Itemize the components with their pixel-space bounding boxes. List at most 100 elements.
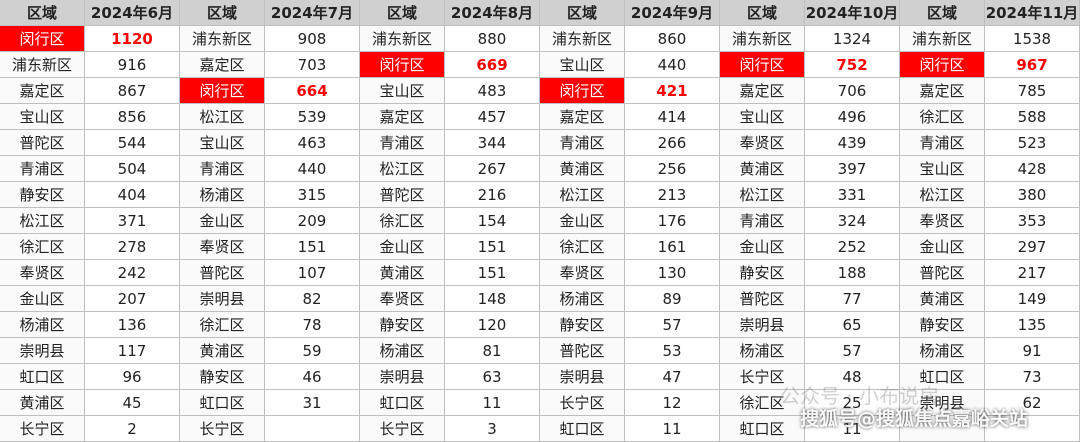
- value-cell: 47: [625, 364, 720, 390]
- value-cell: 65: [805, 312, 900, 338]
- region-cell: 青浦区: [540, 130, 625, 156]
- value-cell: 213: [625, 182, 720, 208]
- region-cell: 长宁区: [720, 364, 805, 390]
- value-cell: 11: [445, 390, 540, 416]
- value-cell: 703: [265, 52, 360, 78]
- region-cell: 虹口区: [360, 390, 445, 416]
- region-cell: 静安区: [360, 312, 445, 338]
- value-cell: 107: [265, 260, 360, 286]
- region-cell: 虹口区: [0, 364, 85, 390]
- region-cell: 黄浦区: [180, 338, 265, 364]
- value-cell: 404: [85, 182, 180, 208]
- region-cell: 奉贤区: [180, 234, 265, 260]
- region-cell: 杨浦区: [0, 312, 85, 338]
- region-cell: 青浦区: [0, 156, 85, 182]
- region-cell: 普陀区: [0, 130, 85, 156]
- value-cell: 267: [445, 156, 540, 182]
- region-cell: 浦东新区: [0, 52, 85, 78]
- region-cell: 松江区: [0, 208, 85, 234]
- header-region: 区域: [900, 0, 985, 26]
- region-cell: 徐汇区: [0, 234, 85, 260]
- region-cell: 闵行区: [0, 26, 85, 52]
- value-cell: 421: [625, 78, 720, 104]
- region-cell: 松江区: [720, 182, 805, 208]
- value-cell: 440: [265, 156, 360, 182]
- region-cell: 崇明县: [540, 364, 625, 390]
- region-cell: 徐汇区: [900, 104, 985, 130]
- value-cell: 3: [445, 416, 540, 442]
- header-region: 区域: [0, 0, 85, 26]
- value-cell: 161: [625, 234, 720, 260]
- value-cell: 324: [805, 208, 900, 234]
- value-cell: 967: [985, 52, 1080, 78]
- value-cell: 856: [85, 104, 180, 130]
- value-cell: [265, 416, 360, 442]
- region-cell: 奉贤区: [900, 208, 985, 234]
- value-cell: 860: [625, 26, 720, 52]
- region-cell: 黄浦区: [540, 156, 625, 182]
- value-cell: 82: [265, 286, 360, 312]
- region-cell: 青浦区: [180, 156, 265, 182]
- region-cell: 奉贤区: [540, 260, 625, 286]
- value-cell: 136: [85, 312, 180, 338]
- header-region: 区域: [720, 0, 805, 26]
- region-cell: 徐汇区: [540, 234, 625, 260]
- value-cell: 57: [625, 312, 720, 338]
- region-cell: 宝山区: [900, 156, 985, 182]
- region-cell: 浦东新区: [900, 26, 985, 52]
- value-cell: 344: [445, 130, 540, 156]
- region-cell: 崇明县: [180, 286, 265, 312]
- value-cell: 120: [445, 312, 540, 338]
- header-region: 区域: [180, 0, 265, 26]
- value-cell: 297: [985, 234, 1080, 260]
- region-cell: 虹口区: [900, 364, 985, 390]
- value-cell: 256: [625, 156, 720, 182]
- region-cell: 浦东新区: [540, 26, 625, 52]
- region-cell: 奉贤区: [360, 286, 445, 312]
- region-cell: 长宁区: [0, 416, 85, 442]
- region-cell: 宝山区: [540, 52, 625, 78]
- value-cell: 397: [805, 156, 900, 182]
- value-cell: 331: [805, 182, 900, 208]
- region-cell: 金山区: [180, 208, 265, 234]
- region-cell: 徐汇区: [720, 390, 805, 416]
- region-cell: 崇明县: [360, 364, 445, 390]
- region-cell: 闵行区: [720, 52, 805, 78]
- region-cell: 徐汇区: [360, 208, 445, 234]
- region-cell: 奉贤区: [720, 130, 805, 156]
- value-cell: 1324: [805, 26, 900, 52]
- value-cell: 31: [265, 390, 360, 416]
- region-cell: 静安区: [720, 260, 805, 286]
- value-cell: 523: [985, 130, 1080, 156]
- region-cell: 崇明县: [0, 338, 85, 364]
- value-cell: 209: [265, 208, 360, 234]
- value-cell: 916: [85, 52, 180, 78]
- value-cell: 380: [985, 182, 1080, 208]
- region-cell: 长宁区: [180, 416, 265, 442]
- value-cell: 414: [625, 104, 720, 130]
- value-cell: 353: [985, 208, 1080, 234]
- region-cell: 嘉定区: [900, 78, 985, 104]
- value-cell: 867: [85, 78, 180, 104]
- value-cell: 207: [85, 286, 180, 312]
- value-cell: 2: [85, 416, 180, 442]
- value-cell: 11: [625, 416, 720, 442]
- value-cell: 151: [265, 234, 360, 260]
- region-cell: 杨浦区: [180, 182, 265, 208]
- region-cell: 杨浦区: [540, 286, 625, 312]
- value-cell: 89: [625, 286, 720, 312]
- value-cell: 752: [805, 52, 900, 78]
- region-cell: 嘉定区: [540, 104, 625, 130]
- region-cell: 黄浦区: [0, 390, 85, 416]
- value-cell: 242: [85, 260, 180, 286]
- value-cell: 154: [445, 208, 540, 234]
- value-cell: 252: [805, 234, 900, 260]
- region-cell: 虹口区: [540, 416, 625, 442]
- value-cell: 151: [445, 260, 540, 286]
- region-cell: 杨浦区: [720, 338, 805, 364]
- region-cell: 金山区: [540, 208, 625, 234]
- watermark: 公众号 · 小布说房: [780, 384, 940, 408]
- region-cell: 嘉定区: [360, 104, 445, 130]
- header-month: 2024年7月: [265, 0, 360, 26]
- region-cell: 宝山区: [180, 130, 265, 156]
